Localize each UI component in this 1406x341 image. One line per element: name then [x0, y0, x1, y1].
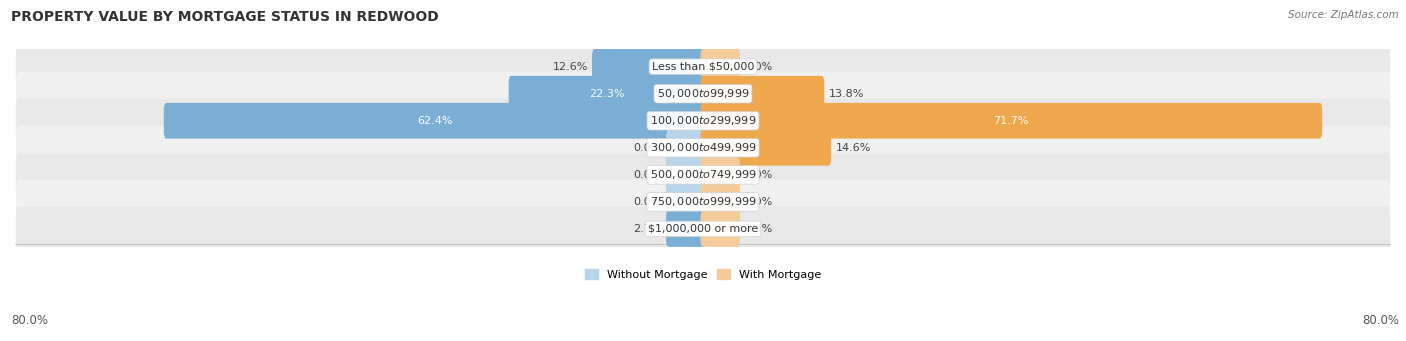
FancyBboxPatch shape: [15, 99, 1391, 143]
Text: 12.6%: 12.6%: [553, 62, 588, 72]
Text: 13.8%: 13.8%: [828, 89, 863, 99]
Text: Less than $50,000: Less than $50,000: [652, 62, 754, 72]
Text: 0.0%: 0.0%: [634, 143, 662, 153]
FancyBboxPatch shape: [15, 72, 1391, 116]
FancyBboxPatch shape: [15, 125, 1391, 170]
Text: 0.0%: 0.0%: [634, 197, 662, 207]
Text: 80.0%: 80.0%: [1362, 314, 1399, 327]
Text: PROPERTY VALUE BY MORTGAGE STATUS IN REDWOOD: PROPERTY VALUE BY MORTGAGE STATUS IN RED…: [11, 10, 439, 24]
FancyBboxPatch shape: [666, 211, 706, 247]
FancyBboxPatch shape: [666, 130, 706, 166]
FancyBboxPatch shape: [700, 76, 824, 112]
Text: $300,000 to $499,999: $300,000 to $499,999: [650, 141, 756, 154]
Text: 71.7%: 71.7%: [994, 116, 1029, 126]
Text: 0.0%: 0.0%: [744, 170, 772, 180]
FancyBboxPatch shape: [700, 49, 740, 85]
FancyBboxPatch shape: [509, 76, 706, 112]
FancyBboxPatch shape: [15, 45, 1391, 89]
FancyBboxPatch shape: [163, 103, 706, 138]
FancyBboxPatch shape: [666, 184, 706, 220]
Legend: Without Mortgage, With Mortgage: Without Mortgage, With Mortgage: [581, 265, 825, 284]
Text: 14.6%: 14.6%: [835, 143, 870, 153]
FancyBboxPatch shape: [15, 207, 1391, 251]
FancyBboxPatch shape: [15, 153, 1391, 197]
Text: 22.3%: 22.3%: [589, 89, 624, 99]
FancyBboxPatch shape: [700, 184, 740, 220]
Text: $750,000 to $999,999: $750,000 to $999,999: [650, 195, 756, 208]
Text: $500,000 to $749,999: $500,000 to $749,999: [650, 168, 756, 181]
Text: 0.0%: 0.0%: [744, 224, 772, 234]
Text: 0.0%: 0.0%: [744, 197, 772, 207]
FancyBboxPatch shape: [592, 49, 706, 85]
FancyBboxPatch shape: [666, 157, 706, 193]
FancyBboxPatch shape: [700, 157, 740, 193]
Text: $100,000 to $299,999: $100,000 to $299,999: [650, 114, 756, 127]
FancyBboxPatch shape: [700, 211, 740, 247]
FancyBboxPatch shape: [700, 130, 831, 166]
Text: 0.0%: 0.0%: [634, 170, 662, 180]
Text: 80.0%: 80.0%: [11, 314, 48, 327]
Text: 62.4%: 62.4%: [418, 116, 453, 126]
Text: Source: ZipAtlas.com: Source: ZipAtlas.com: [1288, 10, 1399, 20]
Text: $1,000,000 or more: $1,000,000 or more: [648, 224, 758, 234]
Text: 2.7%: 2.7%: [633, 224, 662, 234]
Text: $50,000 to $99,999: $50,000 to $99,999: [657, 87, 749, 100]
Text: 0.0%: 0.0%: [744, 62, 772, 72]
FancyBboxPatch shape: [700, 103, 1322, 138]
FancyBboxPatch shape: [15, 180, 1391, 224]
